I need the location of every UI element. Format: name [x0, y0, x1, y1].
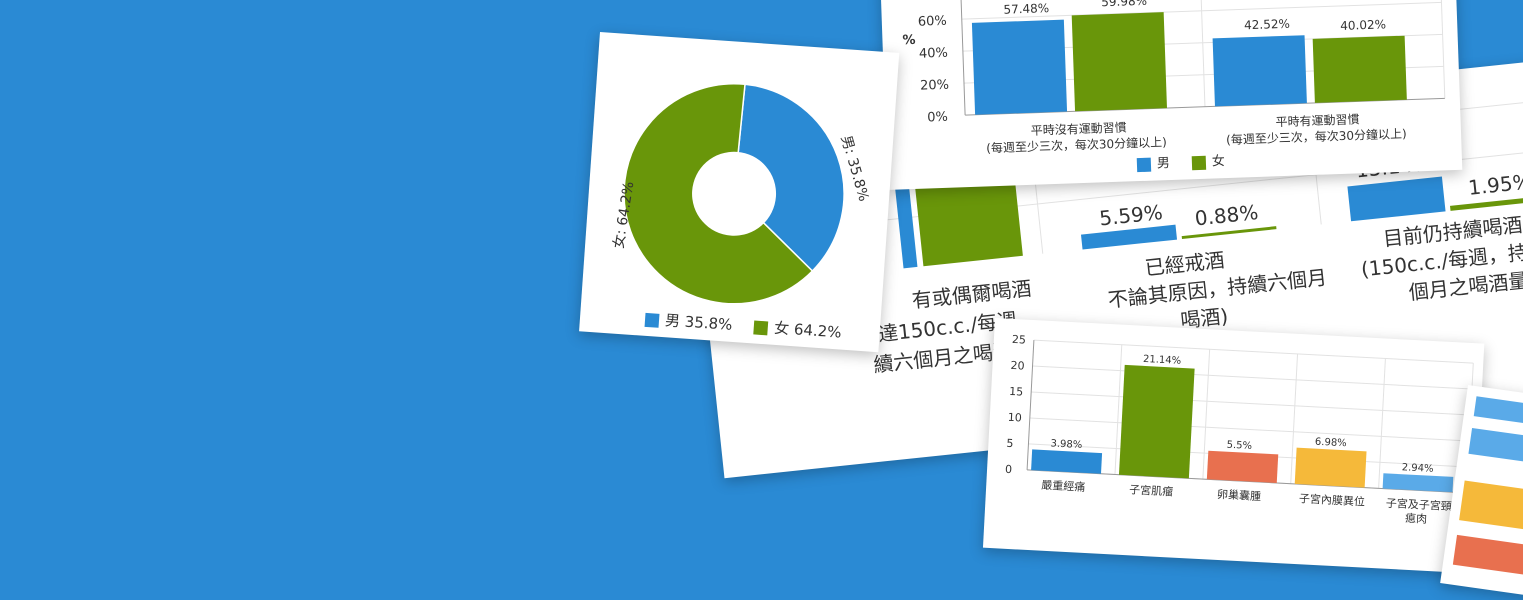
ytick-40: 40%	[919, 46, 948, 62]
x-cat5-line2: 瘜肉	[1405, 511, 1428, 526]
dz-ytick-20: 20	[1010, 359, 1025, 373]
dz-ytick-5: 5	[1006, 437, 1014, 450]
x-cat5-line1: 子宮及子宮頸	[1386, 496, 1453, 513]
disease-chart-card: 0 5 10 15 20 25 3.98% 21.14% 5.5% 6.98% 2.94% 嚴重經…	[982, 318, 1485, 574]
bar-label-c1-male: 57.48%	[1003, 1, 1049, 17]
x-cat2-line1: 平時有運動習慣	[1275, 111, 1359, 129]
bar-cat2-male	[1080, 224, 1178, 250]
x-cat4: 子宮內膜異位	[1299, 491, 1366, 508]
ytick-0: 0%	[927, 110, 948, 126]
disease-bar-2	[1118, 364, 1195, 479]
bar-label-c2-male: 42.52%	[1244, 17, 1290, 33]
disease-bar-label-5: 2.94%	[1401, 462, 1433, 475]
x-cat3: 卵巢囊腫	[1217, 487, 1262, 503]
disease-bar-1	[1031, 449, 1103, 474]
dz-ytick-10: 10	[1007, 411, 1022, 425]
disease-bar-5	[1382, 473, 1454, 493]
disease-bars	[1031, 364, 1454, 493]
exercise-bars	[971, 12, 1407, 115]
exercise-bar-1-2	[1071, 12, 1167, 112]
disease-bar-3	[1206, 450, 1279, 483]
label-cat2-female: 0.88%	[1194, 200, 1260, 231]
donut-slice-1	[733, 83, 845, 273]
bar-cat2-female	[1181, 226, 1277, 240]
exercise-bar-2-1	[1212, 35, 1307, 107]
bar-label-c2-female: 40.02%	[1340, 17, 1386, 33]
label-cat3-female: 1.95%	[1467, 169, 1523, 200]
disease-bar-label-1: 3.98%	[1050, 438, 1082, 451]
dz-ytick-0: 0	[1005, 463, 1013, 476]
disease-bar-label-4: 6.98%	[1315, 437, 1347, 450]
bar-label-c1-female: 59.98%	[1101, 0, 1147, 9]
gender-donut-svg: 男: 35.8% 女: 64.2%	[610, 83, 871, 305]
partial-bar-1	[1473, 396, 1523, 432]
exercise-bar-1-1	[971, 19, 1068, 115]
disease-bar-4	[1294, 447, 1367, 488]
x-cat2: 子宮肌瘤	[1129, 482, 1174, 498]
bar-cat3-female	[1450, 195, 1523, 211]
legend-female: 女	[1191, 150, 1225, 170]
disease-bar-label-2: 21.14%	[1143, 354, 1182, 367]
cat2-line1: 已經戒酒	[1144, 248, 1226, 280]
x-cat1: 嚴重經痛	[1041, 478, 1086, 494]
dz-ytick-15: 15	[1009, 385, 1024, 399]
ytick-20: 20%	[920, 78, 949, 94]
legend-male: 男	[1136, 152, 1170, 172]
exercise-chart-card: % 0% 20% 40% 60% 57.48% 59.98% 42.52% 40…	[880, 0, 1463, 190]
gender-donut-card: 男: 35.8% 女: 64.2% 男 35.8% 女 64.2%	[579, 32, 900, 353]
x-cat1-line2: (每週至少三次，每次30分鐘以上)	[986, 134, 1167, 155]
disease-chart-svg: 0 5 10 15 20 25 3.98% 21.14% 5.5% 6.98% 2.94% 嚴重經…	[1005, 333, 1474, 526]
bar-cat3-male	[1347, 176, 1446, 222]
dz-ytick-25: 25	[1012, 333, 1027, 347]
partial-bar-3	[1459, 480, 1523, 536]
disease-bar-label-3: 5.5%	[1226, 440, 1252, 452]
y-axis-label: %	[902, 33, 916, 48]
x-cat1-line1: 平時沒有運動習慣	[1030, 119, 1126, 137]
label-cat2-male: 5.59%	[1098, 200, 1164, 231]
partial-bar-2	[1468, 427, 1523, 470]
exercise-bar-2-2	[1312, 35, 1407, 103]
ytick-60: 60%	[918, 14, 947, 30]
x-cat2-line2: (每週至少三次，每次30分鐘以上)	[1226, 126, 1407, 147]
partial-bar-4	[1452, 534, 1523, 580]
exercise-chart-svg: % 0% 20% 40% 60% 57.48% 59.98% 42.52% 40…	[902, 0, 1446, 155]
exercise-legend: 男 女	[1136, 150, 1225, 172]
